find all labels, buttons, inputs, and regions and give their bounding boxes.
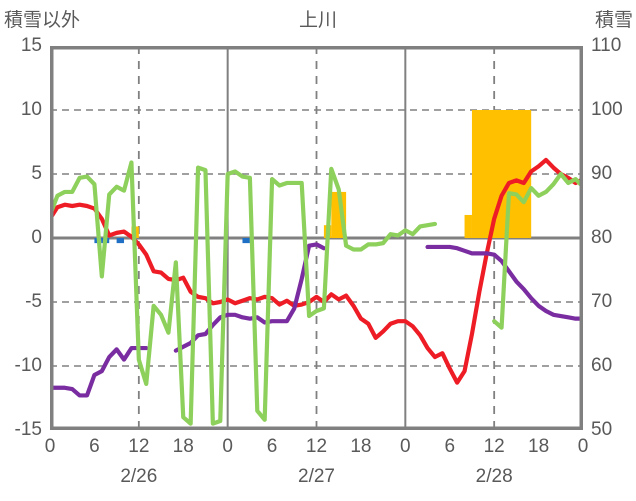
left-axis-tick: -10 — [14, 355, 42, 376]
left-axis-title: 積雪以外 — [4, 10, 81, 31]
chart-canvas — [50, 46, 583, 430]
left-axis-tick: 10 — [20, 99, 42, 120]
right-axis-tick: 70 — [591, 291, 613, 312]
x-axis-tick: 6 — [89, 436, 100, 457]
left-axis-tick: 0 — [31, 227, 42, 248]
right-axis-tick: 50 — [591, 419, 613, 440]
chart-title: 上川 — [298, 10, 337, 31]
plot-area — [50, 46, 583, 430]
x-axis-tick: 6 — [266, 436, 278, 457]
x-axis-tick: 12 — [128, 436, 150, 457]
x-axis-tick: 0 — [577, 436, 589, 457]
x-axis-day-label: 2/26 — [120, 466, 158, 487]
right-axis-tick: 100 — [591, 99, 623, 120]
precipitation-bar — [242, 238, 250, 244]
snow-depth-bar — [471, 110, 532, 238]
series-line-風速 — [50, 160, 438, 426]
series-line-気温 — [50, 157, 583, 385]
right-axis-tick: 60 — [591, 355, 613, 376]
x-axis-tick: 18 — [350, 436, 372, 457]
series-line-露点温度 — [173, 242, 326, 353]
x-axis-tick: 18 — [172, 436, 194, 457]
plot-frame — [50, 46, 583, 430]
right-axis-tick: 110 — [591, 35, 622, 56]
x-axis-tick: 0 — [222, 436, 233, 457]
right-axis-tick: 80 — [591, 227, 613, 248]
right-axis-title: 積雪 — [594, 10, 633, 31]
x-axis-tick: 12 — [305, 436, 328, 457]
x-axis-tick: 0 — [400, 436, 411, 457]
x-axis-tick: 18 — [528, 436, 550, 457]
x-axis-tick: 0 — [44, 436, 56, 457]
left-axis-tick: -15 — [14, 419, 42, 440]
series-line-風速 — [492, 171, 583, 330]
snow-depth-bar — [464, 214, 472, 238]
x-axis-tick: 6 — [444, 436, 456, 457]
series-line-露点温度 — [50, 345, 149, 398]
left-axis-tick: 15 — [20, 35, 42, 56]
right-axis-tick: 90 — [591, 163, 613, 184]
precipitation-bar — [116, 238, 125, 244]
left-axis-tick: -5 — [25, 291, 42, 312]
x-axis-tick: 12 — [483, 436, 505, 457]
left-axis-tick: 5 — [31, 163, 42, 184]
x-axis-day-label: 2/27 — [298, 466, 335, 487]
x-axis-day-label: 2/28 — [475, 466, 513, 487]
